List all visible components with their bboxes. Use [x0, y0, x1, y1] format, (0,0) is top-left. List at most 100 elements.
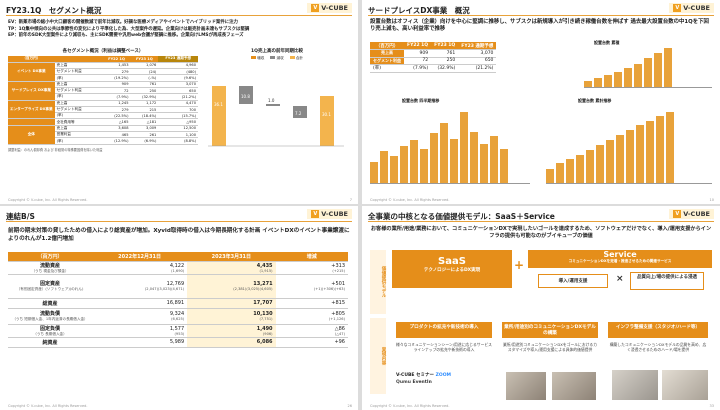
table-note: 調整利益：のれん償却費 および 非経常の特殊要因費を除いた利益 — [8, 147, 103, 152]
vcube-logo: V V-CUBE — [669, 209, 714, 219]
table-header: （百万円） FY22 1Q FY23 1Q FY23 通期予想 — [8, 56, 198, 63]
slide-title: FY23.1Q セグメント概況 — [6, 6, 102, 15]
table-row: エンタープライズ DX事業 売上高 1,245 1,172 4,470 — [8, 100, 198, 120]
title-divider — [6, 15, 352, 16]
table-row: 営業利益 465 261 1,100 — [54, 131, 198, 139]
table-row: セグメント利益 72 250 650 — [370, 57, 497, 65]
slide-title: サードプレイスDX事業 概況 — [368, 6, 470, 15]
page-number: 26 — [347, 404, 352, 408]
desc-infra: 構築したコミュニケーションDXモデルの品質を高め、広く浸透させるためのハード/場… — [609, 342, 707, 352]
wf-label-0: 36.1 — [214, 102, 223, 107]
vcube-logo: V V-CUBE — [307, 209, 352, 219]
table-row: 流動負債 （うち 短期借入金、1年内返済の長期借入金） 9,324 (6,625) 10… — [8, 308, 348, 325]
slide-thirdplace-dx[interactable]: サードプレイスDX事業 概況 V V-CUBE 設置台数はオフィス（企業）向けを中… — [362, 0, 720, 204]
segment-table-box: 各セグメント概況（利益は調整ベース） （百万円） FY22 1Q FY23 1Q … — [8, 48, 198, 152]
quality-box: 品質向上/場の提供による浸透 — [630, 272, 704, 290]
wf-bar-ev — [239, 86, 253, 104]
wf-bar-tp — [266, 104, 280, 106]
table-row: サードプレイス DX事業 売上高 909 761 3,070 — [8, 81, 198, 101]
result-infra: インフラ整備支援（スタジオ/ハード等） — [608, 322, 708, 338]
desc-product: 様々なコミュニケーションシーン/用途に応じるサービスラインナップの拡充や新技術の… — [396, 342, 492, 352]
table-row: (率) (22.5%) (18.4%) (15.7%) — [54, 112, 198, 120]
copyright: Copyright © V-cube, Inc. All Rights Rese… — [370, 404, 450, 408]
eventin-logo: EventIn — [412, 380, 432, 385]
chart-title: 1Q売上高の前年同期比較 — [251, 49, 303, 54]
vcube-seminar-logo: V-CUBE セミナー — [396, 373, 435, 378]
table-row: セグメント利益 72 250 650 — [54, 87, 198, 95]
bs-table: （百万円） 2022年12月31日 2023年3月31日 増減 流動資産 （うち 現金… — [8, 252, 348, 348]
copyright: Copyright © V-cube, Inc. All Rights Rese… — [8, 404, 88, 408]
bullet-list: EV：新薬市場の総小中大口顧客の開催数減で前年比減収。好調な医療メディアやイベン… — [8, 20, 350, 40]
side-label-model: 価値提供モデル — [370, 250, 386, 314]
table-row: 全体 売上高 3,608 3,009 12,500 — [8, 125, 198, 145]
bullet-ev: EV：新薬市場の総小中大口顧客の開催数減で前年比減収。好調な医療メディアやイベン… — [8, 20, 238, 25]
page-number: 33 — [709, 404, 714, 408]
slide-segment-overview[interactable]: FY23.1Q セグメント概況 V V-CUBE EV：新薬市場の総小中大口顧客の… — [0, 0, 358, 204]
title-divider — [6, 221, 352, 222]
table-row: セグメント利益 279 (24) (480) — [54, 68, 198, 76]
table-row: (率) (7.9%) (32.9%) (21.2%) — [54, 93, 198, 101]
slide-title: 連結B/S — [6, 212, 35, 221]
vcube-mark-icon: V — [311, 210, 320, 218]
wf-label-1: 10.8 — [241, 94, 250, 99]
result-model: 業所/用途別のコミュニケーションDXモデルの構築 — [502, 322, 598, 338]
table-row: セグメント利益 279 215 700 — [54, 106, 198, 114]
copyright: Copyright © V-cube, Inc. All Rights Rese… — [370, 198, 450, 202]
table-row: (率) (12.9%) (6.9%) (8.8%) — [54, 137, 198, 145]
booth-photo-1 — [612, 370, 658, 400]
table-row: 流動資産 （うち 現金及び預金） 4,122 (1,690) 4,435 (1,915) +… — [8, 261, 348, 275]
waterfall-chart: 1Q売上高の前年同期比較 増収 減収 合計 36.1 10.8 1.0 7.2 … — [204, 48, 350, 186]
studio-photo-1 — [506, 372, 546, 400]
chart-title-2: 設置台数 四半期推移 — [402, 98, 440, 103]
wf-bar-start — [212, 86, 226, 146]
title-divider — [368, 221, 714, 222]
table-title: 各セグメント概況（利益は調整ベース） — [62, 49, 144, 54]
table-row: 固定資産 （有形固定資産）(ソフトウェア)(のれん) 12,769 (2,047)(3… — [8, 274, 348, 299]
table-row: 全社費用等 △165 △181 △950 — [8, 118, 198, 126]
table-row: 売上高 909 761 3,070 — [370, 49, 497, 58]
wf-bar-end — [320, 96, 334, 146]
thirdplace-table: （百万円） FY22 1Q FY23 1Q FY23 通期予想 売上高 909 761 3… — [370, 42, 497, 73]
vcube-logo: V V-CUBE — [307, 3, 352, 13]
qumu-logo: Qumu — [396, 380, 411, 385]
table-row: 総資産 16,891 17,707 +815 — [8, 298, 348, 309]
bar-chart-3 — [546, 112, 712, 184]
waterfall-svg: 36.1 10.8 1.0 7.2 30.1 — [208, 86, 344, 147]
slide-consolidated-bs[interactable]: 連結B/S V V-CUBE 前期の期末対策の貸したための借入により総資産が増加。… — [0, 206, 358, 410]
copyright: Copyright © V-cube, Inc. All Rights Rese… — [8, 198, 88, 202]
bullet-ep: EP：前年のSDK大型案件により減収も、主にSDK需要や汎用web会議が堅調に推… — [8, 33, 244, 38]
service-box: Service コミュニケーションDXを定着・推進させるための関連サービス — [528, 250, 712, 268]
page-number: 7 — [349, 198, 352, 202]
lead-text: 前期の期末対策の貸したための借入により総資産が増加。Xyvid取得時の借入は今期… — [8, 228, 350, 242]
page-number: 10 — [709, 198, 714, 202]
table-row: 純資産 5,989 6,086 +96 — [8, 337, 348, 348]
brand-logos: V-CUBE セミナー ZOOM Qumu EventIn — [396, 372, 492, 386]
wf-label-4: 30.1 — [322, 112, 331, 117]
chart-title-1: 設置台数 累積 — [594, 40, 620, 45]
table-row: イベント DX事業 売上高 1,453 1,076 4,960 — [8, 62, 198, 82]
bar-chart-2 — [370, 112, 530, 184]
slide-value-model[interactable]: 全事業の中核となる価値提供モデル：SaaS＋Service V V-CUBE お客… — [362, 206, 720, 410]
result-product: プロダクトの拡充や新技術の導入 — [396, 322, 492, 338]
table-row: (率) (19.2%) (–%) (9.6%) — [54, 74, 198, 82]
wf-label-2: 1.0 — [268, 98, 275, 103]
zoom-logo: ZOOM — [435, 373, 452, 378]
vcube-mark-icon: V — [673, 210, 682, 218]
studio-photo-2 — [552, 372, 596, 400]
bullet-tp: TP：1Q集中傾向の公共は季節性の変化により平準化した為、大型案件の遅延。企業向… — [8, 26, 250, 32]
lead-text: 設置台数はオフィス（企業）向けを中心に堅調に推移し、サブスクは新規導入が引き続き… — [370, 19, 709, 32]
saas-box: SaaS テクノロジーによるDX実現 — [392, 250, 512, 288]
side-label-result: 実現内容 — [370, 318, 386, 394]
segment-table: （百万円） FY22 1Q FY23 1Q FY23 通期予想 イベント DX事業… — [8, 56, 198, 145]
vcube-logo: V V-CUBE — [669, 3, 714, 13]
vcube-mark-icon: V — [673, 4, 682, 12]
title-divider — [368, 15, 714, 16]
table-row: 固定負債 （うち 長期借入金） 1,577 (953) 1,490 (906) △86 (△4… — [8, 324, 348, 338]
table-row: (率) (7.9%) (32.9%) (21.2%) — [370, 64, 497, 73]
wf-bar-ep — [293, 106, 307, 118]
chart-legend: 増収 減収 合計 — [204, 56, 350, 61]
bar-chart-1 — [584, 48, 712, 88]
plus-sign: + — [514, 258, 525, 272]
wf-label-3: 7.2 — [295, 111, 302, 116]
lead-text: お客様の業所/用途/業務において、コミュニケーションDXで実現したいゴールを達成… — [370, 226, 712, 239]
